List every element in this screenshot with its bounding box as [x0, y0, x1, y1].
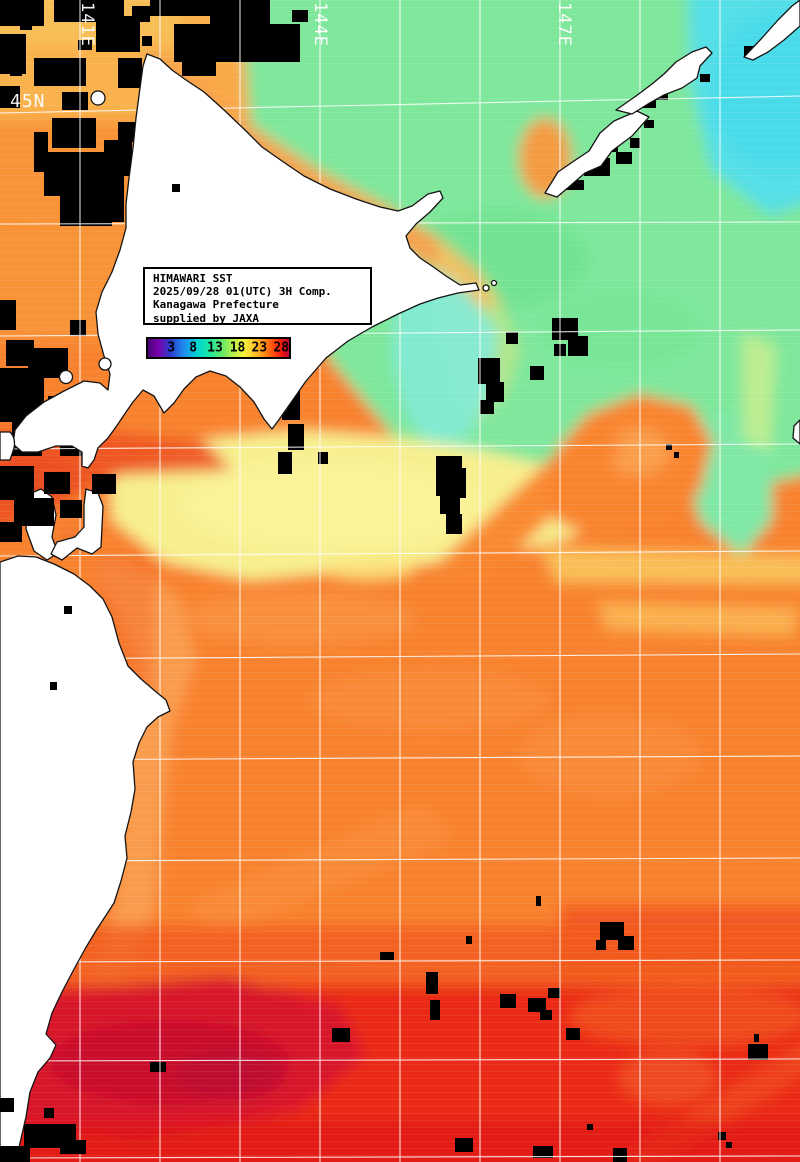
hokkaido-island [12, 53, 480, 469]
small-island-4 [490, 279, 498, 287]
product-datetime: 2025/09/28 01(UTC) 3H Comp. [153, 285, 332, 299]
colorbar-tick-18: 18 [229, 340, 246, 356]
sst-colorbar: 3 8 13 18 23 28 [146, 337, 291, 359]
small-island-1 [58, 369, 74, 385]
colorbar-tick-3: 3 [167, 340, 176, 356]
kuril-island-2 [615, 46, 713, 115]
product-credit: supplied by JAXA [153, 311, 259, 325]
shimokita-peninsula [50, 488, 104, 561]
small-island-3 [482, 284, 490, 292]
colorbar-tick-13: 13 [207, 340, 223, 356]
right-edge-island [792, 419, 800, 445]
colorbar-tick-28: 28 [273, 340, 290, 356]
kuril-island-3 [743, 0, 800, 61]
small-island-2 [98, 357, 112, 371]
product-region: Kanagawa Prefecture [153, 298, 279, 312]
left-edge-island [0, 431, 16, 461]
honshu-island [0, 555, 171, 1162]
colorbar-tick-8: 8 [189, 340, 198, 356]
product-info-box: HIMAWARI SST 2025/09/28 01(UTC) 3H Comp.… [143, 267, 372, 325]
cloud-nodata-overland [0, 184, 180, 1162]
product-title: HIMAWARI SST [153, 272, 233, 285]
colorbar-tick-23: 23 [251, 340, 268, 356]
kuril-island-1 [544, 110, 650, 198]
rishiri-island [90, 90, 106, 106]
